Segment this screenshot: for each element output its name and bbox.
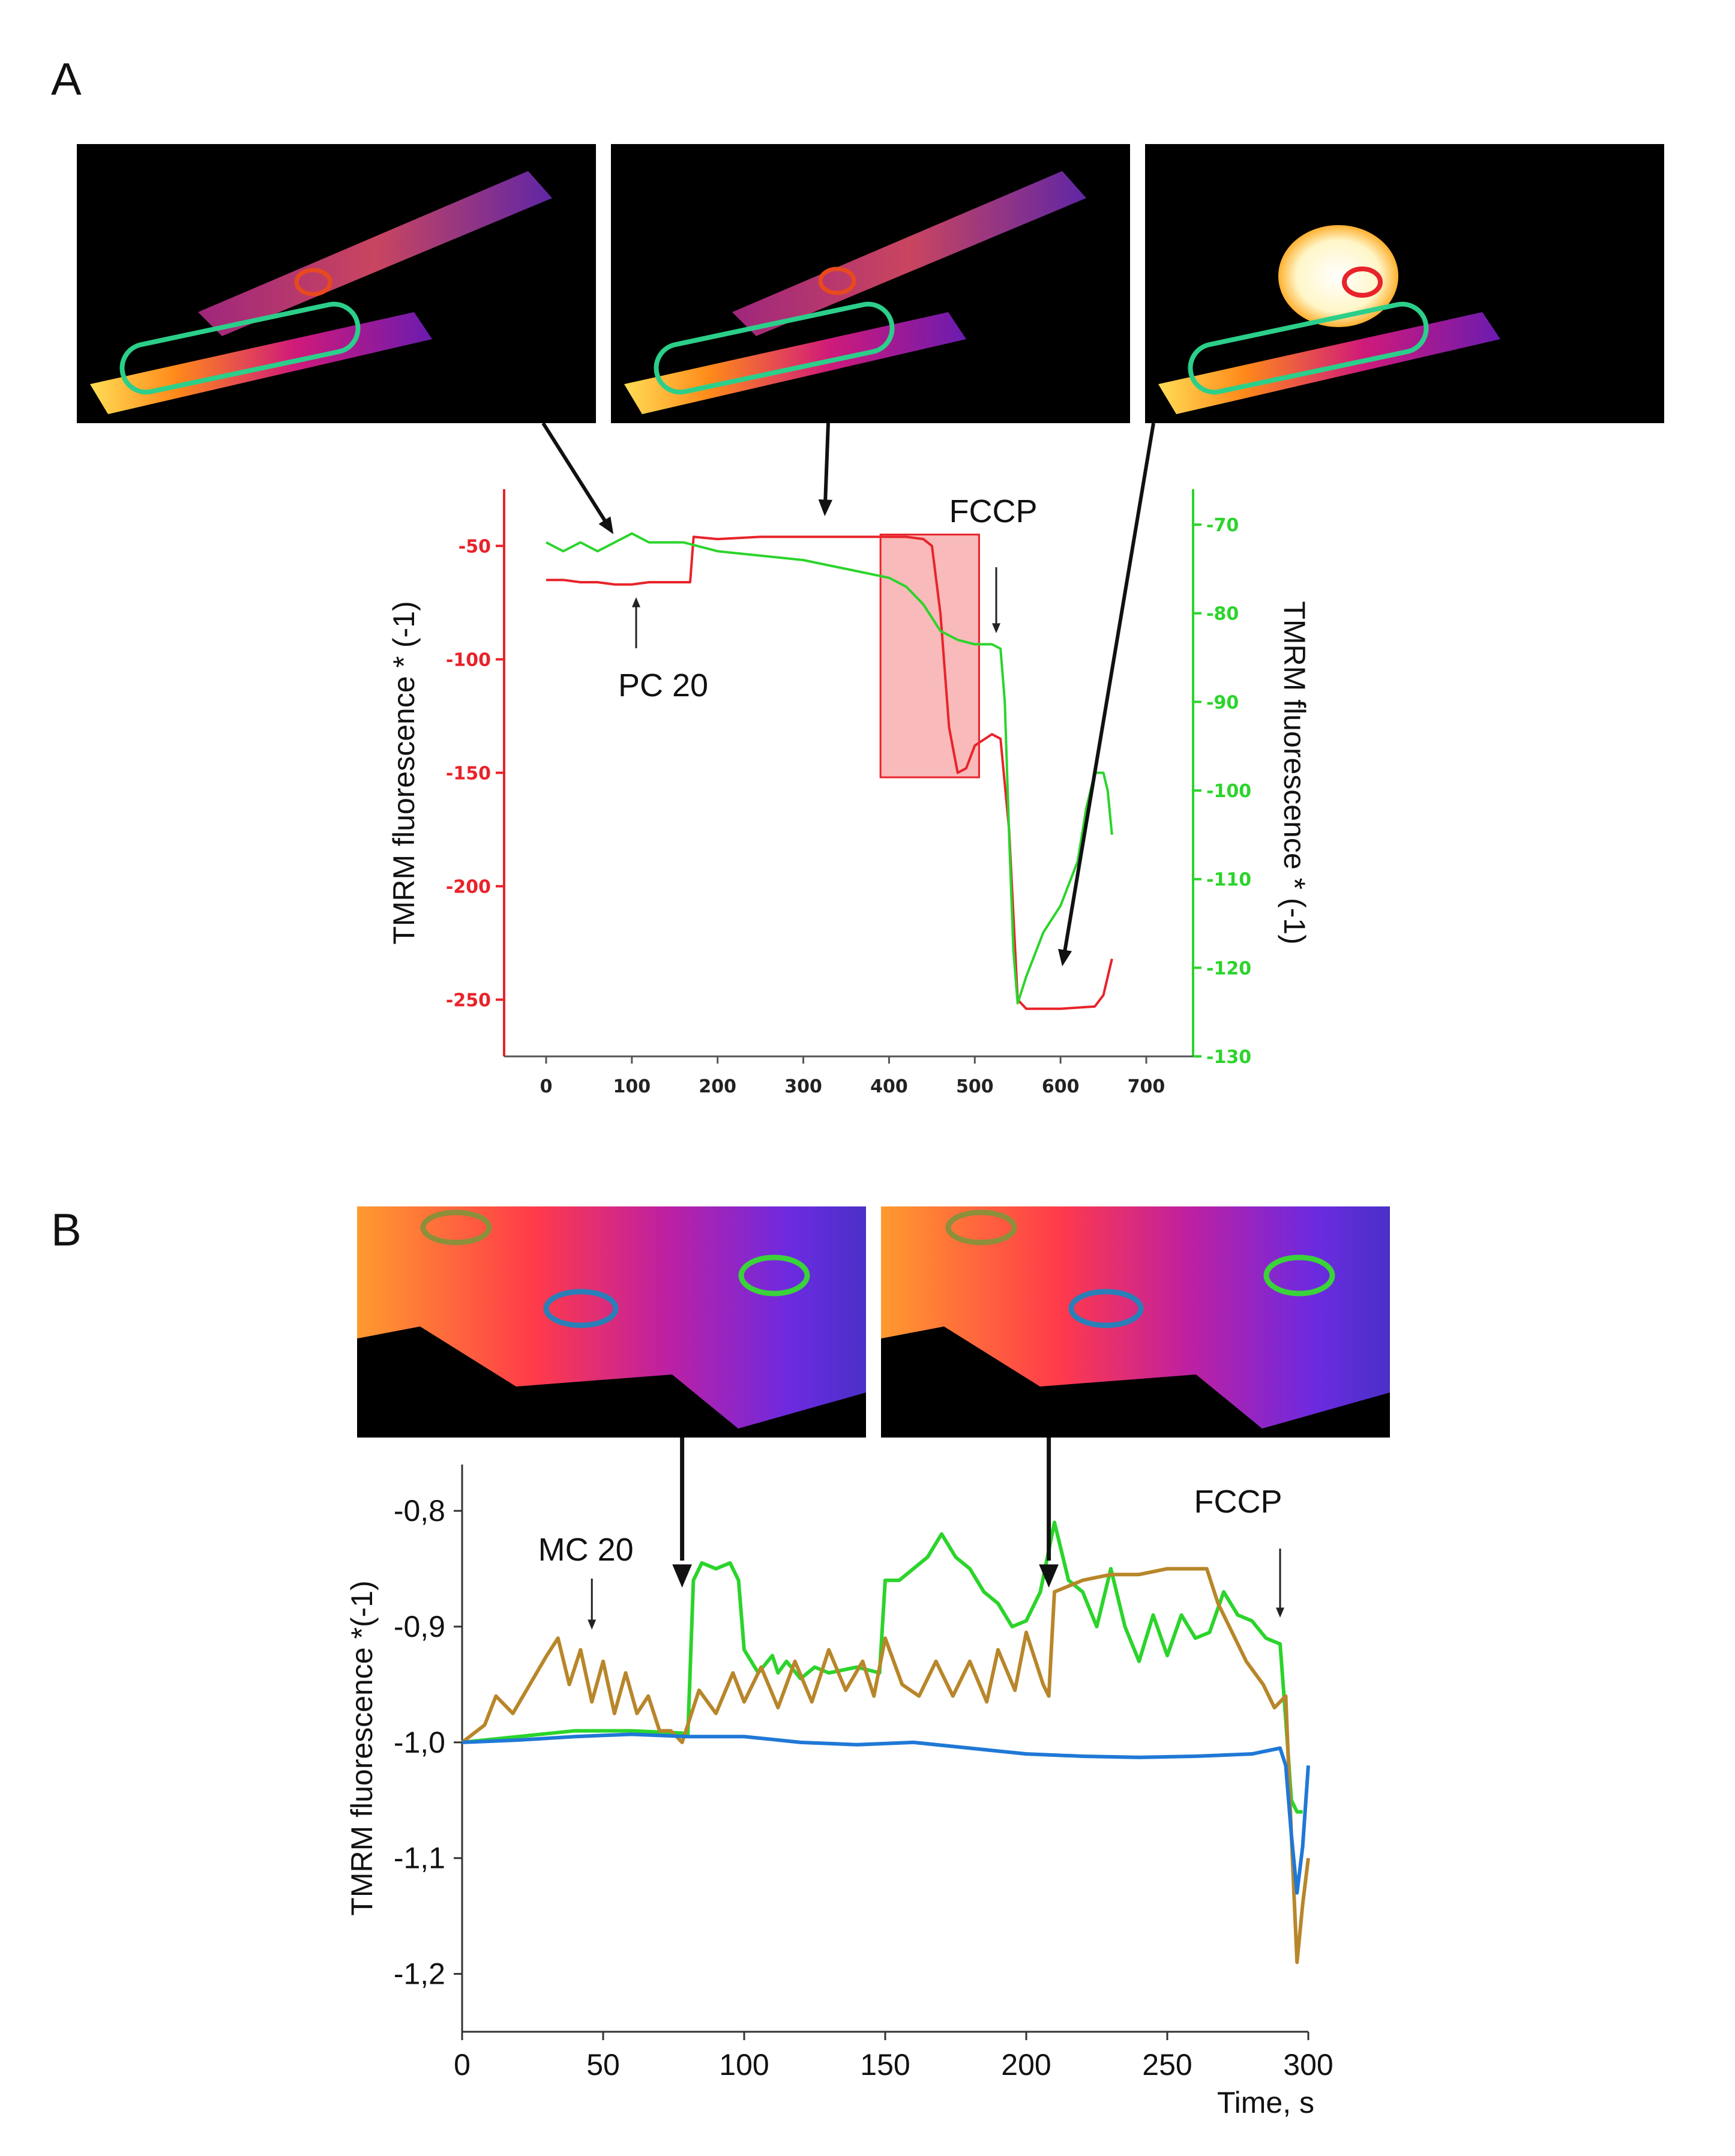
- right-axis-tick-label: -90: [1206, 692, 1239, 713]
- x-axis-title: Time, s: [1217, 2086, 1314, 2119]
- brown-roi-ellipse: [420, 1209, 492, 1245]
- annotation-label: MC 20: [538, 1532, 634, 1568]
- x-axis-tick-label: 400: [870, 1076, 908, 1097]
- panel-a-micrograph-3: [1145, 144, 1664, 423]
- annotations: MC 20 FCCP: [538, 1484, 1285, 1630]
- teal-roi-outline: [1188, 301, 1429, 395]
- pointer-arrowhead: [672, 1564, 692, 1588]
- x-axis-tick-label: 100: [719, 2048, 769, 2082]
- image-pointers: [672, 1438, 1059, 1588]
- red-roi-ellipse: [1342, 266, 1383, 298]
- series-line: [462, 1520, 1303, 1814]
- left-y-axis: -50 -100 -150 -200 -250: [446, 489, 505, 1056]
- pointer-arrowhead: [1058, 948, 1072, 966]
- left-axis-tick-label: -150: [446, 763, 491, 784]
- panel-a-micrograph-1: [77, 144, 596, 423]
- x-axis-tick-label: 150: [860, 2048, 910, 2082]
- series-group: [546, 532, 1113, 1010]
- x-axis: 0 100 200 300 400 500 600 700: [504, 1055, 1193, 1097]
- panel-b-micrograph-2: [881, 1206, 1390, 1438]
- panel-a-label: A: [51, 54, 82, 105]
- green-roi-ellipse: [1263, 1254, 1335, 1296]
- series-line: [461, 1567, 1310, 1965]
- red-roi-ellipse: [818, 266, 856, 295]
- blue-roi-ellipse: [1068, 1289, 1144, 1328]
- x-axis-tick-label: 300: [1283, 2048, 1333, 2082]
- pointer-arrowhead: [598, 516, 614, 534]
- blue-roi-ellipse: [543, 1289, 619, 1328]
- panel-a-micrograph-2: [611, 144, 1130, 423]
- y-axis-title: TMRM fluorescence *(-1): [345, 1580, 379, 1915]
- y-axis-tick-label: -0,9: [394, 1610, 445, 1643]
- teal-roi-outline: [119, 301, 361, 395]
- y-axis-tick-label: -1,2: [394, 1957, 445, 1991]
- x-axis-tick-label: 300: [784, 1076, 822, 1097]
- red-roi-ellipse: [294, 268, 332, 297]
- left-axis-tick-label: -100: [446, 650, 491, 671]
- left-y-axis-title: TMRM fluorescence * (-1): [387, 601, 421, 944]
- left-axis-tick-label: -250: [446, 990, 491, 1011]
- x-axis-tick-label: 200: [1001, 2048, 1051, 2082]
- x-axis-tick-label: 700: [1128, 1076, 1165, 1097]
- y-axis-tick-label: -1,0: [394, 1726, 445, 1759]
- x-axis-tick-label: 600: [1042, 1076, 1080, 1097]
- pointer-arrow: [1062, 423, 1155, 954]
- right-axis-tick-label: -130: [1206, 1047, 1251, 1068]
- right-axis-tick-label: -110: [1206, 870, 1251, 891]
- green-roi-ellipse: [738, 1254, 810, 1296]
- annotation-arrowhead: [991, 623, 1001, 633]
- x-axis-tick-label: 0: [540, 1076, 553, 1097]
- x-axis-tick-label: 250: [1142, 2048, 1192, 2082]
- panel-b-label: B: [51, 1205, 82, 1256]
- pointer-arrowhead: [1039, 1564, 1059, 1588]
- right-axis-tick-label: -80: [1206, 604, 1239, 625]
- x-axis-tick-label: 0: [454, 2048, 471, 2082]
- series-group: [461, 1520, 1310, 1965]
- panel-b-micrograph-1: [357, 1206, 866, 1438]
- annotation-label: FCCP: [949, 493, 1038, 529]
- x-axis-tick-label: 200: [699, 1076, 736, 1097]
- image-pointers: [541, 422, 1155, 966]
- panel-a-chart: -50 -100 -150 -200 -250 -70 -80 -90 -100 -110 -12…: [387, 422, 1311, 1097]
- pointer-arrow: [823, 423, 830, 504]
- left-axis-tick-label: -200: [446, 877, 491, 898]
- teal-roi-outline: [654, 301, 895, 395]
- series-line: [546, 532, 1113, 1005]
- right-y-axis: -70 -80 -90 -100 -110 -120 -130: [1192, 489, 1251, 1068]
- brown-roi-ellipse: [945, 1209, 1017, 1245]
- right-axis-tick-label: -120: [1206, 958, 1251, 979]
- annotation-arrowhead: [1275, 1607, 1285, 1618]
- annotations: PC 20 FCCP: [618, 493, 1038, 703]
- panel-b-chart: -0,8 -0,9 -1,0 -1,1 -1,2 0 50 100 150 200 250 300 M…: [345, 1438, 1334, 2119]
- series-line: [546, 535, 1113, 1010]
- left-axis-tick-label: -50: [459, 537, 491, 558]
- pointer-arrowhead: [818, 499, 832, 516]
- right-axis-tick-label: -70: [1206, 515, 1239, 536]
- y-axis-tick-label: -1,1: [394, 1841, 445, 1875]
- x-axis-tick-label: 50: [586, 2048, 620, 2082]
- annotation-label: FCCP: [1194, 1484, 1282, 1520]
- right-y-axis-title: TMRM fluorescence * (-1): [1278, 601, 1311, 944]
- x-axis-tick-label: 500: [956, 1076, 994, 1097]
- x-axis-tick-label: 100: [613, 1076, 651, 1097]
- series-line: [462, 1732, 1310, 1895]
- right-axis-tick-label: -100: [1206, 781, 1251, 802]
- annotation-arrowhead: [588, 1619, 597, 1630]
- annotation-label: PC 20: [618, 667, 708, 703]
- highlight-region: [879, 534, 980, 778]
- y-axis-tick-label: -0,8: [394, 1494, 445, 1528]
- pointer-arrow: [541, 422, 608, 525]
- annotation-arrowhead: [631, 597, 641, 607]
- axes: -0,8 -0,9 -1,0 -1,1 -1,2 0 50 100 150 200 250 300: [394, 1465, 1334, 2082]
